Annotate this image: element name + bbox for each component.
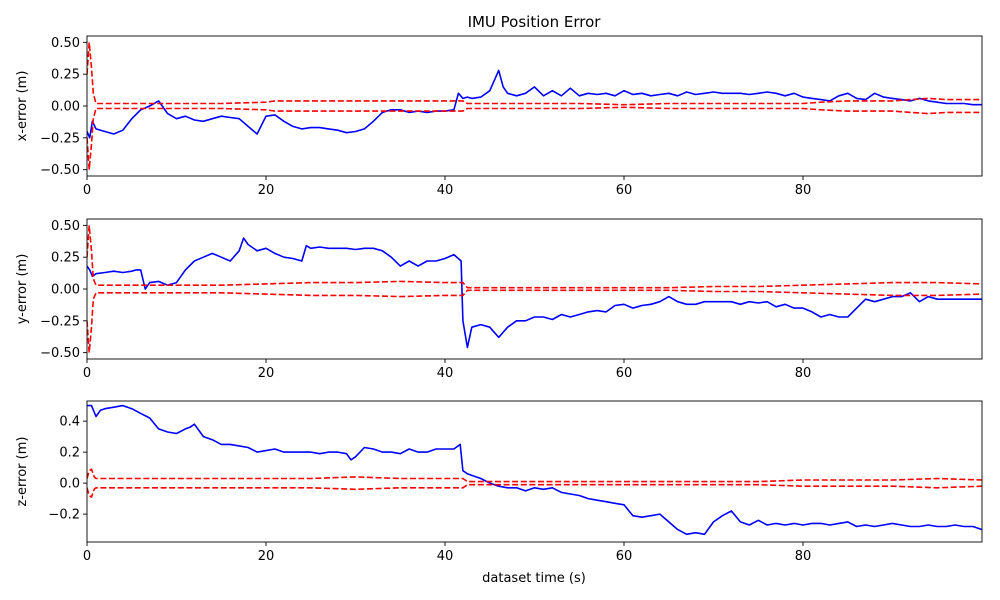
- z-error-xtick-label: 80: [795, 549, 812, 564]
- y-error-ytick-label: 0.50: [51, 219, 80, 234]
- z-error-xtick-label: 60: [616, 549, 633, 564]
- z-error-xtick-label: 40: [437, 549, 454, 564]
- y-error-ytick-label: 0.00: [51, 283, 80, 298]
- y-error-ytick-label: −0.50: [40, 346, 80, 361]
- z-error-line: [87, 404, 982, 536]
- x-error-xtick-label: 40: [437, 183, 454, 198]
- x-error-xtick-label: 60: [616, 183, 633, 198]
- x-axis-label: dataset time (s): [482, 571, 586, 586]
- y-error-xtick-label: 40: [437, 366, 454, 381]
- z-error-bound-line-2: [87, 483, 982, 498]
- x-error-ytick-label: 0.25: [51, 68, 80, 83]
- z-error-ytick-label: 0.2: [59, 446, 80, 461]
- z-error-xtick-label: 20: [258, 549, 275, 564]
- y-error-ylabel: y-error (m): [15, 254, 30, 325]
- x-error-xtick-label: 20: [258, 183, 275, 198]
- z-error-axes-frame: [86, 400, 983, 543]
- y-error-bound-line-1: [87, 224, 982, 289]
- x-error-ylabel: x-error (m): [15, 71, 30, 142]
- y-error-bound-line-2: [87, 289, 982, 354]
- x-error-bound-line-2: [87, 106, 982, 171]
- x-error-series-group: [87, 41, 982, 171]
- z-error-panel: 0 20 40 60 80 −0.2 0.0 0.2 0.4 z-error (m): [15, 400, 983, 564]
- x-error-ytick-label: 0.50: [51, 36, 80, 51]
- z-error-xtick-label: 0: [83, 549, 91, 564]
- z-error-series-group: [87, 404, 982, 536]
- y-error-series-group: [87, 224, 982, 354]
- x-error-ytick-label: −0.50: [40, 163, 80, 178]
- x-error-xtick-label: 80: [795, 183, 812, 198]
- z-error-bound-line-1: [87, 468, 982, 483]
- y-error-panel: 0 20 40 60 80 −0.50 −0.25 0.00 0.25 0.50 y-error (…: [15, 218, 983, 381]
- y-error-xtick-label: 0: [83, 366, 91, 381]
- x-error-panel: 0 20 40 60 80 −0.50 −0.25 0.00 0.25 0.50 x-error (…: [15, 35, 983, 198]
- z-error-ytick-label: 0.4: [59, 415, 80, 430]
- x-error-line: [87, 69, 982, 139]
- y-error-ytick-label: 0.25: [51, 251, 80, 266]
- z-error-ytick-label: 0.0: [59, 477, 80, 492]
- y-error-xtick-label: 80: [795, 366, 812, 381]
- x-error-axes-frame: [86, 35, 983, 177]
- x-error-ytick-label: 0.00: [51, 100, 80, 115]
- x-error-xtick-label: 0: [83, 183, 91, 198]
- y-error-ytick-label: −0.25: [40, 314, 80, 329]
- y-error-line: [87, 237, 982, 349]
- z-error-ytick-label: −0.2: [48, 508, 80, 523]
- x-error-ytick-label: −0.25: [40, 131, 80, 146]
- y-error-axes-frame: [86, 218, 983, 360]
- chart-title: IMU Position Error: [468, 13, 602, 31]
- y-error-xtick-label: 20: [258, 366, 275, 381]
- y-error-xtick-label: 60: [616, 366, 633, 381]
- z-error-ylabel: z-error (m): [15, 437, 30, 507]
- x-error-bound-line-1: [87, 41, 982, 106]
